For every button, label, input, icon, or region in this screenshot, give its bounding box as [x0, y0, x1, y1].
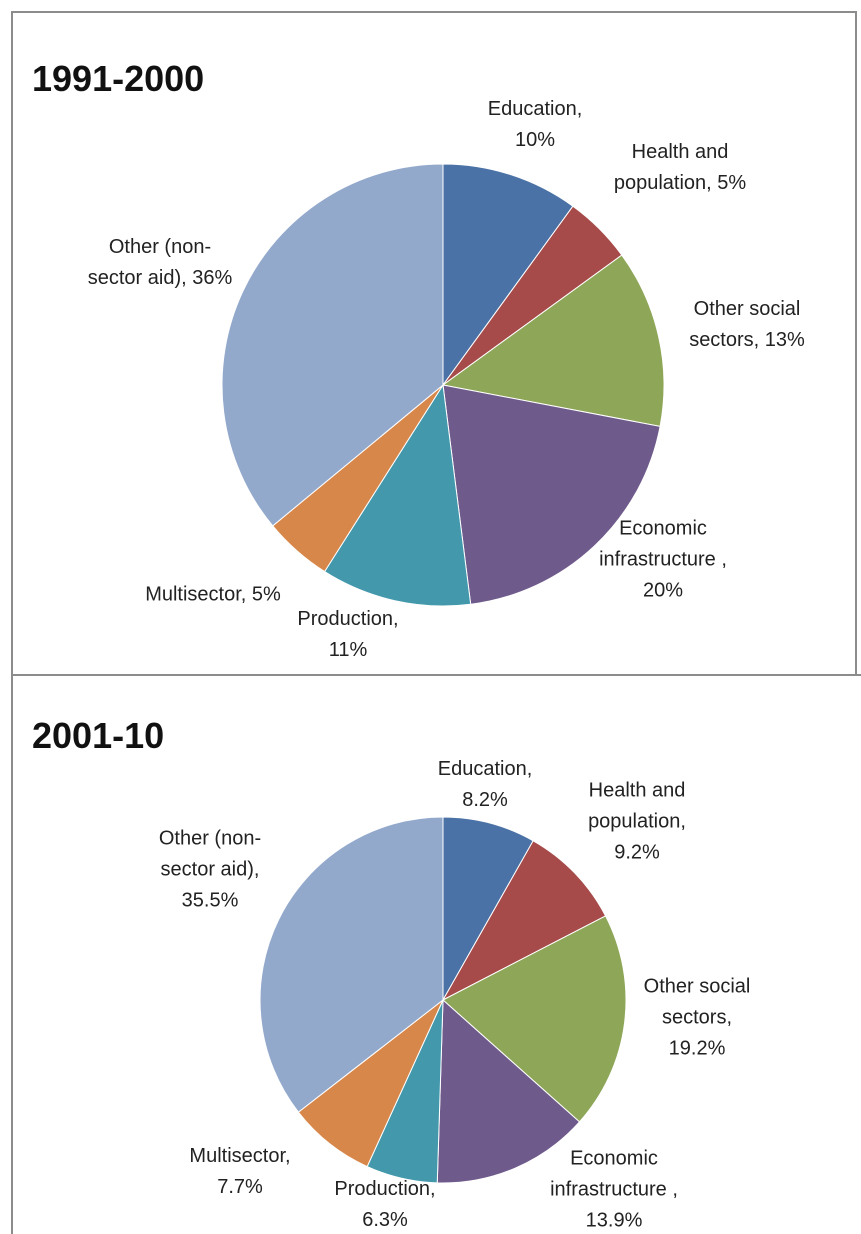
pie-slice — [323, 383, 472, 607]
label-category: Other (non-sector aid), — [87, 236, 212, 289]
data-label: Production, 6.3% — [315, 1174, 455, 1234]
frame — [11, 11, 13, 1234]
data-label: Education, 10% — [475, 94, 595, 156]
data-label: Production, 11% — [278, 604, 418, 666]
data-label: Other social sectors, 19.2% — [632, 972, 762, 1065]
label-category: Other social sectors, — [643, 975, 751, 1029]
label-value: 10% — [514, 129, 556, 151]
label-category: Production, — [297, 608, 399, 630]
pie-slice — [221, 163, 444, 527]
label-value: , 20% — [642, 548, 727, 602]
label-value: 5% — [251, 583, 281, 606]
label-value: 8.2% — [462, 789, 508, 811]
data-label: Economic infrastructure , 20% — [583, 514, 743, 607]
pie-slice — [441, 254, 665, 427]
label-category: Production, — [334, 1178, 436, 1200]
data-label: Health and population, 5% — [610, 137, 750, 199]
data-label: Other (non-sector aid), 36% — [85, 232, 235, 294]
frame — [11, 674, 861, 676]
label-category: Economic infrastructure — [550, 1147, 667, 1201]
label-category: Health and population, — [613, 141, 729, 194]
label-category: Multisector, — [189, 1145, 291, 1167]
label-value: 11% — [328, 639, 368, 661]
data-label: Health and population, 9.2% — [567, 776, 707, 869]
chart-title: 2001-10 — [32, 715, 165, 756]
label-value: , 13.9% — [585, 1178, 678, 1232]
pie-slice — [259, 816, 444, 1113]
pie-slice — [442, 384, 661, 605]
label-value: 7.7% — [217, 1176, 263, 1198]
label-category: Other social sectors, — [689, 298, 801, 351]
data-label: Economic infrastructure , 13.9% — [534, 1144, 694, 1234]
pie-slice — [442, 816, 534, 1002]
label-value: 9.2% — [614, 841, 660, 864]
chart-title: 1991-2000 — [32, 58, 205, 99]
data-label: Multisector, 7.7% — [165, 1141, 315, 1203]
pie-slice — [436, 998, 581, 1184]
pie-slice — [442, 163, 574, 387]
label-value: 36% — [192, 267, 233, 289]
data-label: Multisector, 5% — [138, 580, 288, 611]
pie-slice — [441, 840, 607, 1002]
label-value: 6.3% — [362, 1209, 408, 1231]
label-category: Multisector, — [145, 583, 247, 606]
label-category: Other (non-sector aid), — [158, 827, 262, 881]
label-category: Health and population, — [588, 779, 686, 833]
label-category: Education, — [437, 758, 533, 780]
data-label: Other social sectors, 13% — [672, 294, 822, 356]
label-value: 13% — [764, 329, 805, 351]
pie-slice — [442, 915, 627, 1123]
frame — [855, 11, 857, 676]
data-label: Education, 8.2% — [425, 754, 545, 816]
data-label: Other (non-sector aid), 35.5% — [135, 824, 285, 917]
label-value: 19.2% — [668, 1037, 726, 1060]
label-value: 5% — [717, 172, 747, 194]
label-category: Economic infrastructure — [599, 517, 716, 571]
frame — [11, 11, 857, 13]
label-category: Education, — [487, 98, 583, 120]
label-value: 35.5% — [181, 889, 239, 912]
